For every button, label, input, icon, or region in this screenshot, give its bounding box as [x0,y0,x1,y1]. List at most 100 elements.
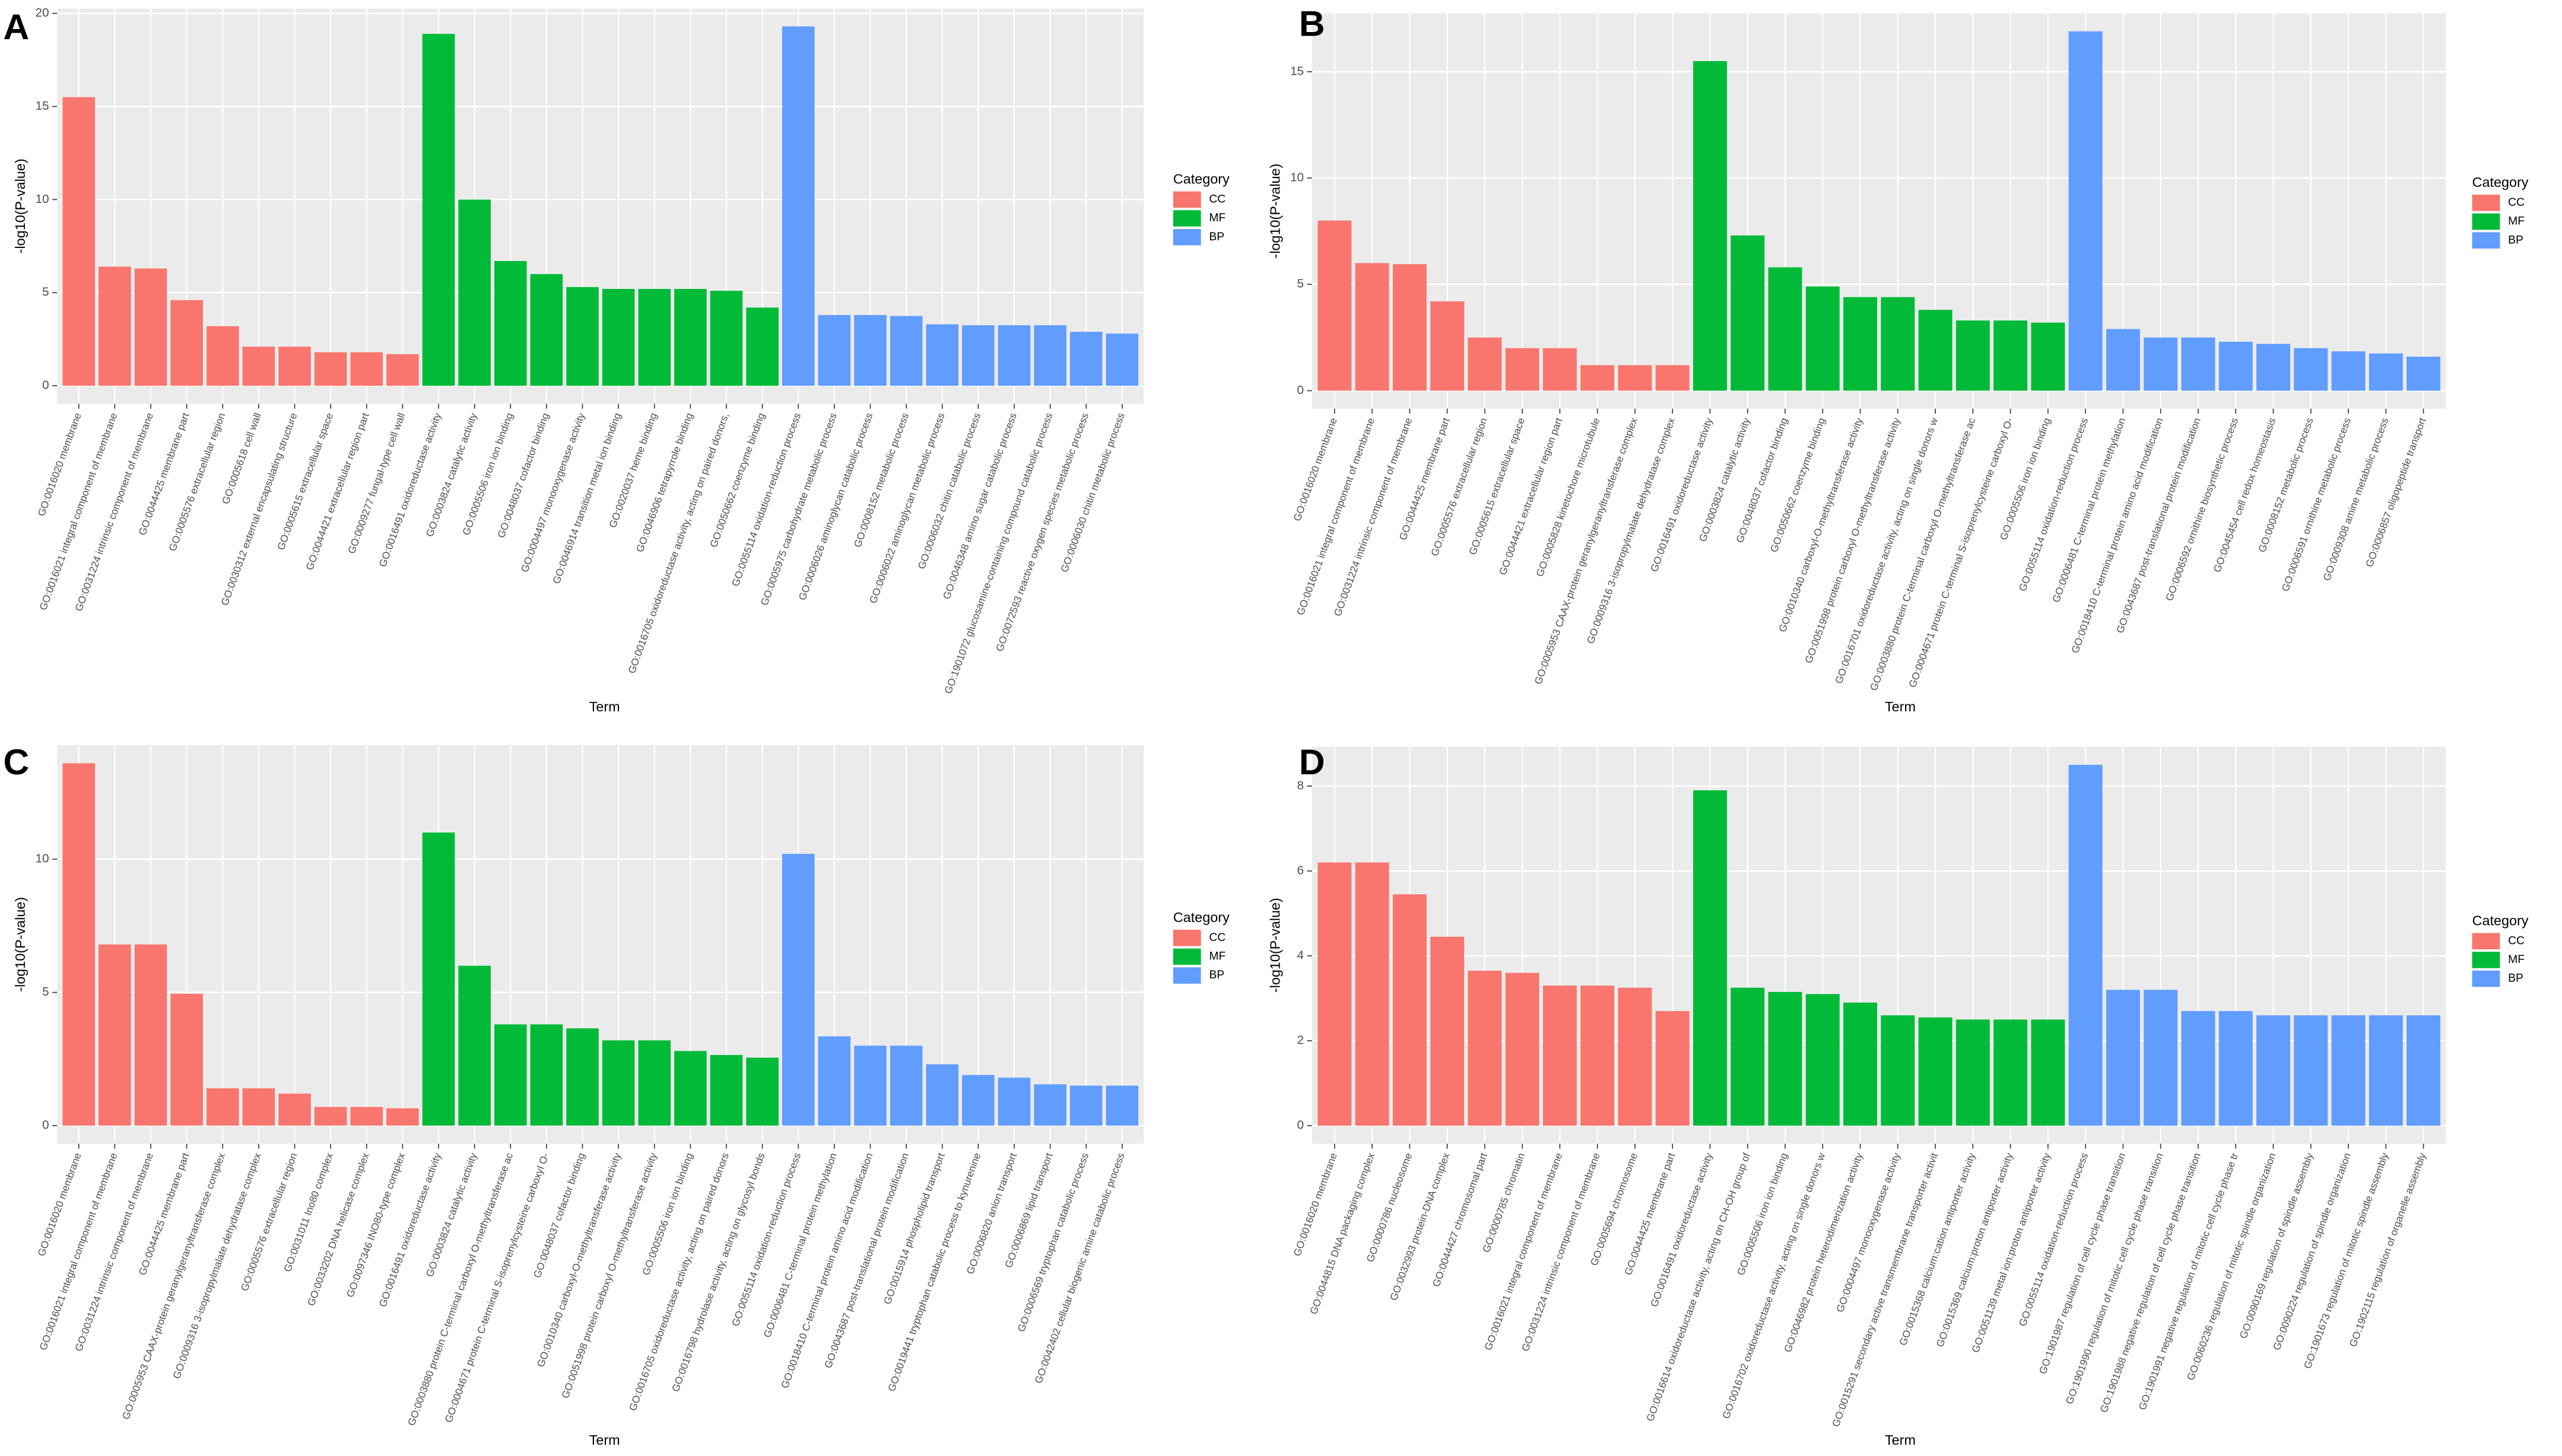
x-tick-label: GO:0005828 kinetochore microtubule [1534,417,1602,578]
x-tick-label: GO:0015369 calcium:proton antiporter act… [1934,1151,2015,1349]
x-tick-label: GO:0090169 regulation of spindle assembl… [2237,1151,2315,1340]
bar [242,1088,275,1126]
bar [1655,1011,1690,1126]
y-axis-title: -log10(P-value) [1267,164,1282,259]
bar [1843,297,1878,391]
x-tick-label: GO:0006022 aminoglycan metabolic process [868,411,947,605]
legend-label: BP [2508,972,2523,985]
bar [602,289,635,386]
bar [458,965,491,1126]
bar [602,1040,635,1126]
bar [890,1045,923,1126]
bar [1881,1015,1915,1126]
bar [962,1074,995,1126]
bar [2106,329,2140,391]
bar [926,1064,959,1126]
bar [710,1055,743,1126]
bar [1505,972,1539,1126]
bar [1918,310,1953,391]
legend-key [1173,228,1201,246]
bar [314,352,347,386]
x-tick-label: GO:0016021 integral component of membran… [1295,417,1377,617]
y-axis-title: -log10(P-value) [1267,898,1282,993]
x-axis-title: Term [589,699,620,714]
bar [1034,1084,1066,1126]
bar [494,1024,527,1126]
bar [782,854,815,1126]
legend-key [2472,970,2500,987]
y-tick-label: 0 [1297,1118,1304,1132]
x-tick-label: GO:0031224 intrinsic component of membra… [1332,417,1414,618]
legend-label: BP [1209,231,1224,243]
bar [2294,1015,2328,1126]
bar [458,199,491,386]
bar [2181,1011,2215,1126]
bar [2407,357,2441,391]
y-tick-label: 15 [36,99,49,113]
legend-key [2472,195,2500,211]
x-axis-title: Term [1885,699,1916,714]
bar [1392,894,1427,1126]
x-tick-label: GO:0044815 DNA packaging complex [1308,1151,1377,1316]
legend-label: MF [2508,215,2525,228]
bar [746,307,779,386]
x-tick-label: GO:0031224 intrinsic component of membra… [1520,1152,1602,1353]
bar [422,34,455,386]
bar [2369,353,2403,391]
x-tick-label: GO:0044421 extracellular region part [304,411,372,571]
x-tick-label: GO:0006591 ornithine metabolic process [2280,417,2353,593]
x-tick-label: GO:0000785 chromatin [1481,1152,1527,1254]
bar [1655,365,1690,391]
y-tick-label: 10 [36,852,49,866]
bar [998,325,1031,386]
legend-key [1173,210,1201,227]
bar [494,260,527,386]
legend-key [1173,948,1201,965]
bar [350,1107,383,1126]
bar [2068,765,2103,1126]
legend-key [1173,191,1201,208]
bar [242,346,275,386]
bar [386,1108,419,1126]
bar [1805,994,1840,1126]
x-tick-label: GO:0046914 transition metal ion binding [551,411,623,585]
bar [854,314,887,386]
bar [1993,320,2028,391]
x-tick-label: GO:0016491 oxidoreductase activity [377,1151,443,1308]
y-tick-label: 5 [42,985,49,999]
bar [746,1057,779,1126]
bar [206,326,239,386]
x-tick-label: GO:0055114 oxidation-reduction process [729,411,803,587]
legend-label: MF [2508,953,2525,966]
x-tick-label: GO:0016021 integral component of membran… [37,1152,119,1352]
x-tick-label: GO:0006592 ornithine biosynthetic proces… [2164,417,2241,603]
bar [62,97,96,386]
bar [1468,337,1502,391]
legend-key [1173,930,1201,946]
bar [278,1093,311,1126]
x-tick-label: GO:0016021 integral component of membran… [1482,1152,1564,1352]
x-tick-label: GO:0055114 oxidation-reduction process [2017,1152,2090,1328]
x-tick-label: GO:0006032 chitin catabolic process [916,411,983,570]
bar [2256,344,2290,391]
bar [1034,325,1066,386]
bar [1618,365,1652,391]
bar [1106,1085,1139,1126]
bar [2294,348,2328,391]
bar [1768,267,1802,391]
bar [62,763,96,1126]
bar [2068,31,2103,391]
x-tick-label: GO:0005975 carbohydrate metabolic proces… [758,411,839,607]
x-tick-label: GO:0015368 calcium:cation antiporter act… [1897,1151,1978,1347]
bar [134,944,167,1126]
bar [170,993,203,1126]
y-tick-label: 10 [36,192,49,206]
bar [2218,342,2253,391]
bar [422,832,455,1126]
bar [1542,985,1577,1126]
bar [782,26,815,386]
bar [2331,351,2366,391]
legend-title: Category [2472,174,2529,190]
bar [1542,348,1577,391]
